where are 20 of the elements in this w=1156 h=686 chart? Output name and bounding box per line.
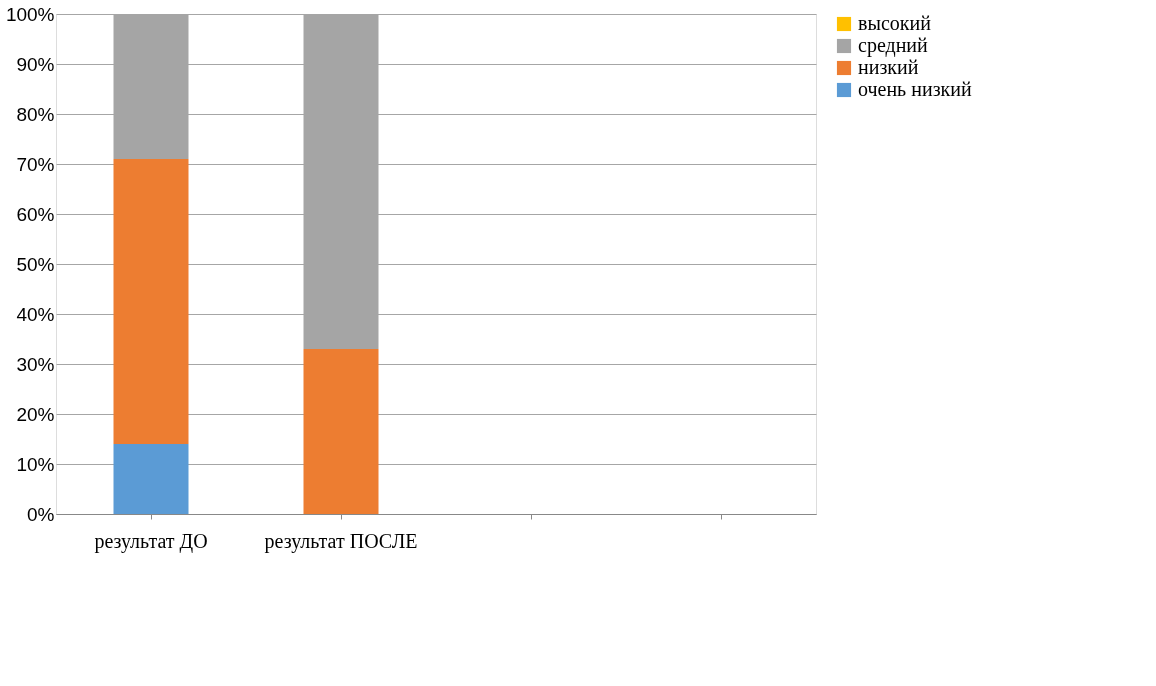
- y-tick-label: 100%: [5, 3, 55, 25]
- legend-label: высокий: [858, 12, 932, 34]
- y-tick-label: 70%: [16, 153, 55, 175]
- y-tick-label: 40%: [16, 303, 55, 325]
- y-tick-label: 0%: [27, 503, 55, 525]
- y-tick-label: 30%: [16, 353, 55, 375]
- y-tick-label: 20%: [16, 403, 55, 425]
- y-tick-label: 90%: [16, 53, 55, 75]
- y-tick-label: 50%: [16, 253, 55, 275]
- bar: [113, 444, 189, 514]
- legend-label: очень низкий: [858, 78, 972, 100]
- legend-label: средний: [858, 34, 929, 57]
- bar: [303, 349, 379, 514]
- y-tick-label: 80%: [16, 103, 55, 125]
- legend-label: низкий: [858, 56, 919, 78]
- y-tick-label: 10%: [16, 453, 55, 475]
- bar: [113, 159, 189, 444]
- x-tick-label: результат ДО: [94, 529, 208, 553]
- x-tick-label: результат ПОСЛЕ: [264, 529, 418, 553]
- y-tick-label: 60%: [16, 203, 55, 225]
